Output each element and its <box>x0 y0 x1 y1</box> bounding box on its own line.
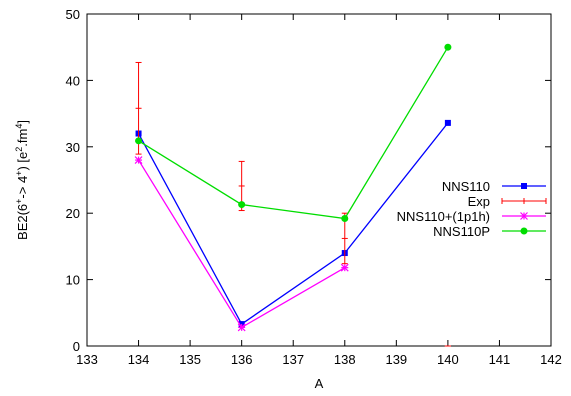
data-point <box>237 323 246 332</box>
y-tick-label: 50 <box>66 7 80 22</box>
y-axis-title-part: -> 4 <box>15 176 30 199</box>
legend-label: NNS110P <box>433 224 490 239</box>
x-tick-label: 142 <box>540 352 562 367</box>
y-axis-title-superscript: + <box>14 199 24 204</box>
x-axis-title: A <box>315 376 324 391</box>
y-tick-label: 30 <box>66 140 80 155</box>
data-point <box>444 119 451 126</box>
x-tick-label: 138 <box>334 352 356 367</box>
y-axis-title-part: .fm <box>15 129 30 147</box>
legend-item: NNS110P <box>433 224 546 239</box>
star-stroke <box>134 156 143 165</box>
series-nns110p <box>135 43 452 223</box>
x-tick-label: 133 <box>76 352 98 367</box>
series-exp <box>135 61 451 347</box>
legend-swatch-marker <box>520 212 528 220</box>
data-point <box>134 156 143 165</box>
series-line <box>138 46 449 220</box>
data-point <box>238 201 246 209</box>
y-axis-title-part: BE2(6 <box>15 204 30 240</box>
series-nns110-1p1h- <box>134 156 349 332</box>
data-point <box>340 263 349 272</box>
legend-item: NNS110 <box>442 179 546 194</box>
series-layer <box>134 43 452 347</box>
y-tick-label: 20 <box>66 206 80 221</box>
x-tick-label: 139 <box>385 352 407 367</box>
x-tick-label: 136 <box>231 352 253 367</box>
legend-swatch-marker <box>521 183 527 189</box>
y-axis-title-part: ] <box>15 120 30 124</box>
x-tick-label: 140 <box>437 352 459 367</box>
legend-item: NNS110+(1p1h) <box>397 209 546 224</box>
y-tick-label: 10 <box>66 273 80 288</box>
star-stroke <box>340 263 349 272</box>
data-point <box>135 137 143 145</box>
y-axis-title: BE2(6+-> 4+) [e2.fm4] <box>14 120 30 240</box>
legend-item: Exp <box>468 194 547 209</box>
legend-swatch-marker <box>520 227 528 235</box>
star-stroke <box>520 212 528 220</box>
y-axis-title-superscript: 4 <box>14 124 24 129</box>
y-tick-label: 40 <box>66 73 80 88</box>
x-tick-label: 134 <box>128 352 150 367</box>
x-tick-label: 137 <box>282 352 304 367</box>
legend-label: NNS110+(1p1h) <box>397 209 490 224</box>
star-stroke <box>237 323 246 332</box>
plot-frame <box>86 13 552 347</box>
ticks: 133 134 135 136 137 138 139 140 141 142 0 10 20 30 40 5… <box>66 7 562 367</box>
series-line <box>137 122 449 326</box>
data-point <box>341 215 349 223</box>
y-tick-label: 0 <box>73 339 80 354</box>
legend-label: NNS110 <box>442 179 490 194</box>
y-axis-title-superscript: 2 <box>14 147 24 152</box>
x-tick-label: 135 <box>179 352 201 367</box>
y-axis-title-superscript: + <box>14 171 24 176</box>
legend-label: Exp <box>468 194 490 209</box>
x-tick-label: 141 <box>489 352 511 367</box>
y-axis-title-part: ) [e <box>15 152 30 171</box>
data-point <box>444 43 452 51</box>
